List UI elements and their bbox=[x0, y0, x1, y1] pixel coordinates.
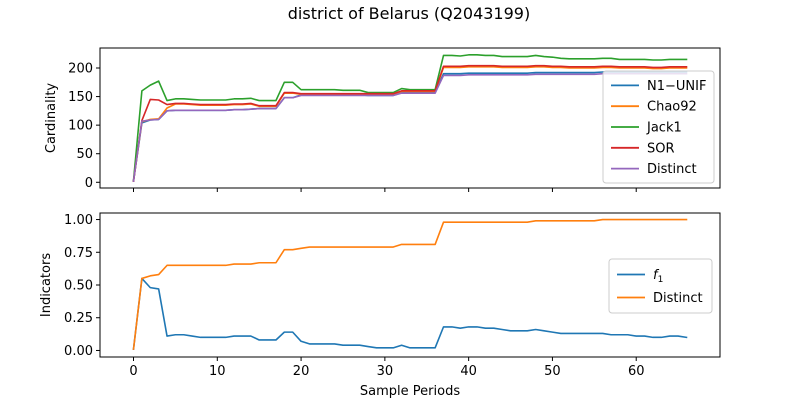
indicators-series-layer bbox=[132, 218, 688, 351]
indicators-xtick-label: 0 bbox=[129, 364, 137, 379]
indicators-xtick-label: 50 bbox=[544, 364, 561, 379]
indicators-legend: f1 Distinct bbox=[608, 258, 713, 314]
indicators-ytick-label: 1.00 bbox=[64, 213, 93, 228]
cardinality-series-line-2 bbox=[132, 54, 688, 182]
indicators-legend-box bbox=[608, 258, 713, 314]
cardinality-legend-label-3: SOR bbox=[647, 141, 675, 156]
cardinality-legend-label-2: Jack1 bbox=[646, 121, 682, 136]
cardinality-xticks bbox=[133, 188, 637, 192]
cardinality-panel: 0 50 100 150 200 Cardinality N1−UNIF Chao92 Ja… bbox=[44, 47, 721, 192]
cardinality-ylabel: Cardinality bbox=[44, 83, 59, 154]
indicators-ytick-label: 0.00 bbox=[64, 344, 93, 359]
cardinality-ytick-label: 150 bbox=[68, 90, 93, 105]
indicators-ylabel: Indicators bbox=[39, 253, 54, 317]
indicators-xtick-label: 30 bbox=[377, 364, 394, 379]
indicators-yticks: 0.00 0.25 0.50 0.75 1.00 bbox=[64, 213, 100, 359]
cardinality-series-line-4 bbox=[132, 72, 688, 183]
indicators-ytick-label: 0.25 bbox=[64, 311, 93, 326]
indicators-xlabel: Sample Periods bbox=[360, 384, 460, 399]
indicators-panel: 0.00 0.25 0.50 0.75 1.00 0 10 20 30 40 50 60 Indic… bbox=[39, 212, 721, 399]
cardinality-ytick-label: 100 bbox=[68, 119, 93, 134]
indicators-ytick-label: 0.50 bbox=[64, 279, 93, 294]
cardinality-legend: N1−UNIF Chao92 Jack1 SOR Distinct bbox=[602, 70, 715, 184]
cardinality-yticks: 0 50 100 150 200 bbox=[68, 62, 100, 191]
figure-title: district of Belarus (Q2043199) bbox=[288, 4, 530, 23]
cardinality-legend-label-4: Distinct bbox=[647, 162, 697, 177]
indicators-xtick-label: 40 bbox=[460, 364, 477, 379]
cardinality-ytick-label: 0 bbox=[85, 176, 93, 191]
cardinality-legend-label-1: Chao92 bbox=[647, 100, 697, 115]
indicators-xtick-label: 20 bbox=[293, 364, 310, 379]
cardinality-legend-label-0: N1−UNIF bbox=[647, 79, 706, 94]
indicators-xticks: 0 10 20 30 40 50 60 bbox=[129, 357, 644, 379]
cardinality-ytick-label: 50 bbox=[76, 147, 93, 162]
cardinality-axes-frame bbox=[99, 47, 721, 189]
cardinality-legend-box bbox=[602, 70, 715, 184]
indicators-xtick-label: 10 bbox=[209, 364, 226, 379]
indicators-ytick-label: 0.75 bbox=[64, 246, 93, 261]
indicators-series-line-0 bbox=[132, 277, 688, 351]
cardinality-ytick-label: 200 bbox=[68, 62, 93, 77]
indicators-legend-label-1: Distinct bbox=[653, 291, 703, 306]
indicators-legend-label-0: f1 bbox=[653, 268, 663, 285]
cardinality-series-layer bbox=[132, 54, 688, 183]
cardinality-series-line-3 bbox=[132, 64, 688, 183]
indicators-xtick-label: 60 bbox=[628, 364, 645, 379]
indicators-series-line-1 bbox=[132, 218, 688, 351]
